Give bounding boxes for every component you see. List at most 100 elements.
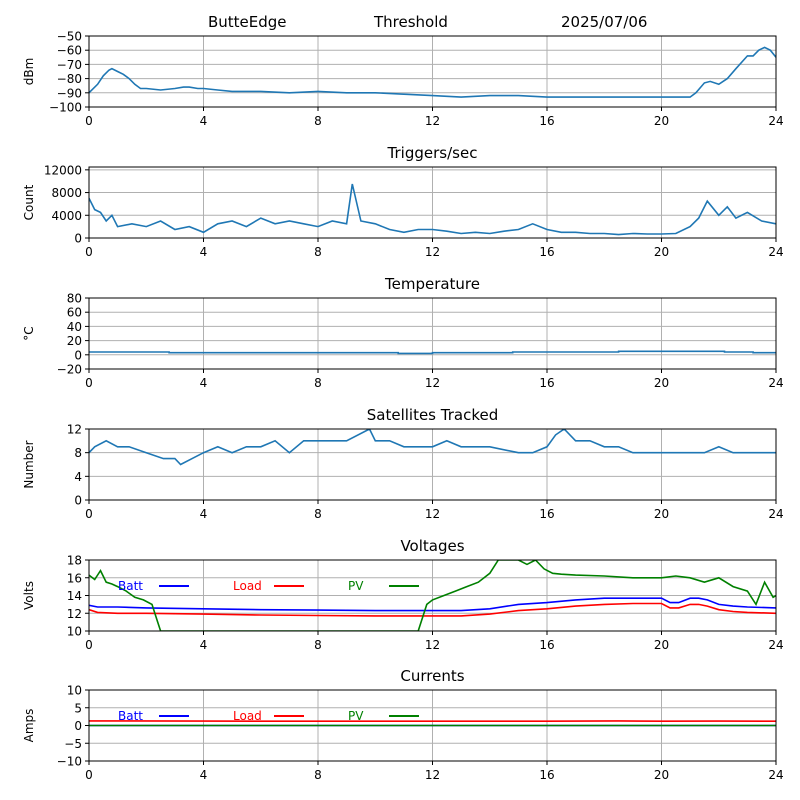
x-tick-label: 24 <box>768 245 783 259</box>
y-tick-label: 12 <box>67 607 82 621</box>
y-tick-label: 16 <box>67 571 82 585</box>
x-tick-label: 24 <box>768 768 783 782</box>
x-tick-label: 12 <box>425 638 440 652</box>
x-tick-label: 8 <box>314 245 322 259</box>
x-tick-label: 16 <box>539 638 554 652</box>
y-tick-label: 20 <box>67 334 82 348</box>
x-tick-label: 20 <box>654 245 669 259</box>
x-tick-label: 20 <box>654 376 669 390</box>
y-tick-label: −5 <box>64 737 82 751</box>
y-axis-label-threshold: dBm <box>22 58 36 86</box>
y-axis-label-satellites: Number <box>22 440 36 488</box>
x-tick-label: 8 <box>314 114 322 128</box>
x-tick-label: 20 <box>654 768 669 782</box>
x-tick-label: 0 <box>85 507 93 521</box>
y-tick-label: −80 <box>57 72 82 86</box>
series-line-load <box>89 602 776 617</box>
chart-title-temperature: Temperature <box>384 275 480 293</box>
y-tick-label: 14 <box>67 589 82 603</box>
y-tick-label: 10 <box>67 625 82 639</box>
x-tick-label: 8 <box>314 507 322 521</box>
y-tick-label: −20 <box>57 363 82 377</box>
header-date: 2025/07/06 <box>561 13 647 31</box>
y-axis-label-currents: Amps <box>22 709 36 743</box>
x-tick-label: 24 <box>768 638 783 652</box>
chart-title-satellites: Satellites Tracked <box>367 406 498 424</box>
y-tick-label: −90 <box>57 86 82 100</box>
y-tick-label: −60 <box>57 44 82 58</box>
y-tick-label: −100 <box>49 101 82 115</box>
header-label: Threshold <box>373 13 448 31</box>
x-tick-label: 16 <box>539 507 554 521</box>
x-tick-label: 12 <box>425 507 440 521</box>
chart-voltages: Batt Load PV 0 4 8 12 16 20 24 10 12 14 16 18 Voltages V… <box>22 537 784 652</box>
y-tick-label: 80 <box>67 292 82 306</box>
x-tick-label: 4 <box>200 114 208 128</box>
x-tick-label: 4 <box>200 768 208 782</box>
y-tick-label: 8 <box>74 446 82 460</box>
x-tick-label: 16 <box>539 245 554 259</box>
y-tick-label: −10 <box>57 755 82 769</box>
y-tick-label: 40 <box>67 320 82 334</box>
x-tick-label: 12 <box>425 376 440 390</box>
legend-label-load: Load <box>233 709 262 723</box>
chart-currents: Batt Load PV 0 4 8 12 16 20 24 −10 −5 0 5 10 Currents Am… <box>22 667 784 782</box>
y-tick-label: 18 <box>67 554 82 568</box>
series-line-satellites-0 <box>89 429 776 466</box>
y-tick-label: 5 <box>74 701 82 715</box>
header: ButteEdge Threshold 2025/07/06 <box>208 13 647 31</box>
y-tick-label: 12 <box>67 423 82 437</box>
x-tick-label: 24 <box>768 376 783 390</box>
x-tick-label: 8 <box>314 638 322 652</box>
chart-title-triggers: Triggers/sec <box>387 144 478 162</box>
chart-satellites: 0 4 8 12 16 20 24 0 4 8 12 Satellites Tracked Number <box>22 406 784 521</box>
y-tick-label: 0 <box>74 348 82 362</box>
x-tick-label: 16 <box>539 376 554 390</box>
y-tick-label: 4000 <box>51 209 82 223</box>
x-tick-label: 12 <box>425 245 440 259</box>
y-axis-label-voltages: Volts <box>22 581 36 610</box>
x-tick-label: 24 <box>768 114 783 128</box>
y-tick-label: 0 <box>74 719 82 733</box>
legend-label-pv: PV <box>348 579 364 593</box>
x-tick-label: 4 <box>200 638 208 652</box>
x-tick-label: 4 <box>200 376 208 390</box>
legend-label-batt: Batt <box>118 579 143 593</box>
chart-title-currents: Currents <box>400 667 464 685</box>
series-line-pv <box>89 560 776 631</box>
x-tick-label: 12 <box>425 114 440 128</box>
x-tick-label: 8 <box>314 376 322 390</box>
legend-label-pv: PV <box>348 709 364 723</box>
y-tick-label: 60 <box>67 306 82 320</box>
x-tick-label: 20 <box>654 507 669 521</box>
x-tick-label: 0 <box>85 768 93 782</box>
y-tick-label: 4 <box>74 470 82 484</box>
chart-threshold: 0 4 8 12 16 20 24 −100−90−80−70−60−50 dBm <box>22 30 784 129</box>
y-tick-label: 10 <box>67 684 82 698</box>
legend-label-load: Load <box>233 579 262 593</box>
x-tick-label: 0 <box>85 245 93 259</box>
x-tick-label: 4 <box>200 245 208 259</box>
x-tick-label: 16 <box>539 768 554 782</box>
x-tick-label: 12 <box>425 768 440 782</box>
x-tick-label: 4 <box>200 507 208 521</box>
x-tick-label: 20 <box>654 638 669 652</box>
x-tick-label: 20 <box>654 114 669 128</box>
x-tick-label: 16 <box>539 114 554 128</box>
legend-label-batt: Batt <box>118 709 143 723</box>
y-axis-label-temperature: °C <box>22 326 36 340</box>
series-line-triggers-0 <box>89 183 776 236</box>
series-line-temperature-0 <box>89 350 776 355</box>
y-tick-label: −70 <box>57 58 82 72</box>
chart-title-voltages: Voltages <box>400 537 464 555</box>
y-tick-label: 12000 <box>44 163 82 177</box>
series-line-threshold-0 <box>89 46 776 98</box>
y-tick-label: 8000 <box>51 186 82 200</box>
y-axis-label-triggers: Count <box>22 184 36 220</box>
x-tick-label: 8 <box>314 768 322 782</box>
series-line-batt <box>89 597 776 612</box>
x-tick-label: 24 <box>768 507 783 521</box>
